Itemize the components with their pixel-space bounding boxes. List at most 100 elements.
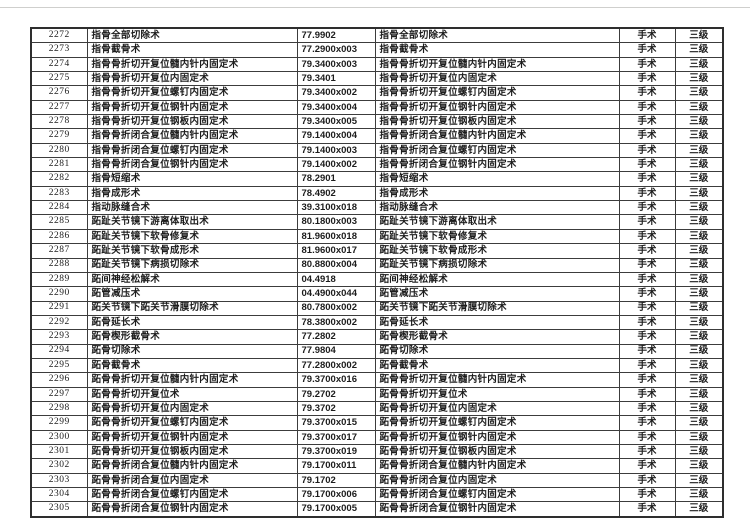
level-cell: 三级 xyxy=(674,343,724,359)
level-cell: 三级 xyxy=(674,171,724,187)
level-cell: 三级 xyxy=(674,114,724,130)
category-cell: 手术 xyxy=(618,128,676,144)
procedure-code-cell: 04.4918 xyxy=(296,271,376,288)
procedure-name-repeat-cell: 指骨骨折切开复位内固定术 xyxy=(374,71,620,87)
procedure-name-cell: 指骨骨折闭合复位髓内针内固定术 xyxy=(86,128,298,144)
procedure-name-cell: 跖骨切除术 xyxy=(86,343,298,359)
row-number-cell: 2304 xyxy=(30,486,88,503)
procedure-code-cell: 79.1400x003 xyxy=(296,142,376,159)
level-cell: 三级 xyxy=(674,486,724,503)
category-cell: 手术 xyxy=(618,314,676,331)
procedure-name-cell: 跖骨骨折闭合复位螺钉内固定术 xyxy=(86,486,298,503)
procedure-code-cell: 78.4902 xyxy=(296,185,376,202)
procedure-name-cell: 跖骨骨折闭合复位髓内针内固定术 xyxy=(86,458,298,474)
table-row: 2281 指骨骨折闭合复位钢针内固定术 79.1400x002 指骨骨折闭合复位钢针内… xyxy=(30,157,724,173)
procedure-name-repeat-cell: 跖趾关节镜下软骨修复术 xyxy=(374,228,620,245)
level-cell: 三级 xyxy=(674,71,724,87)
table-row: 2295 跖骨截骨术 77.2800x002 跖骨截骨术 手术 三级 xyxy=(30,357,724,374)
table-row: 2284 指动脉缝合术 39.3100x018 指动脉缝合术 手术 三级 xyxy=(30,200,724,216)
procedure-code-cell: 81.9600x018 xyxy=(296,228,376,245)
procedure-code-cell: 79.1400x002 xyxy=(296,157,376,173)
row-number-cell: 2302 xyxy=(30,458,88,474)
level-cell: 三级 xyxy=(674,185,724,202)
procedure-code-cell: 79.3400x004 xyxy=(296,99,376,116)
procedure-name-cell: 指骨截骨术 xyxy=(86,42,298,58)
category-cell: 手术 xyxy=(618,27,676,44)
category-cell: 手术 xyxy=(618,472,676,489)
procedure-name-repeat-cell: 指骨骨折切开复位钢针内固定术 xyxy=(374,99,620,116)
category-cell: 手术 xyxy=(618,114,676,130)
procedure-name-repeat-cell: 指骨骨折闭合复位髓内针内固定术 xyxy=(374,128,620,144)
level-cell: 三级 xyxy=(674,85,724,101)
table-row: 2273 指骨截骨术 77.2900x003 指骨截骨术 手术 三级 xyxy=(30,42,724,58)
table-row: 2283 指骨成形术 78.4902 指骨成形术 手术 三级 xyxy=(30,185,724,202)
level-cell: 三级 xyxy=(674,443,724,460)
procedure-code-cell: 79.1700x005 xyxy=(296,501,376,518)
procedure-name-repeat-cell: 跖间神经松解术 xyxy=(374,271,620,288)
procedure-name-cell: 跖趾关节镜下软骨修复术 xyxy=(86,228,298,245)
procedure-name-cell: 跖骨骨折切开复位螺钉内固定术 xyxy=(86,415,298,431)
procedure-code-cell: 77.2800x002 xyxy=(296,357,376,374)
category-cell: 手术 xyxy=(618,443,676,460)
procedure-name-cell: 指骨骨折闭合复位螺钉内固定术 xyxy=(86,142,298,159)
row-number-cell: 2274 xyxy=(30,56,88,73)
row-number-cell: 2296 xyxy=(30,372,88,388)
procedure-name-repeat-cell: 跖骨切除术 xyxy=(374,343,620,359)
row-number-cell: 2294 xyxy=(30,343,88,359)
category-cell: 手术 xyxy=(618,56,676,73)
table-row: 2277 指骨骨折切开复位钢针内固定术 79.3400x004 指骨骨折切开复位钢针内… xyxy=(30,99,724,116)
row-number-cell: 2275 xyxy=(30,71,88,87)
procedure-name-cell: 跖骨骨折切开复位髓内针内固定术 xyxy=(86,372,298,388)
procedure-name-repeat-cell: 跖关节镜下跖关节滑膜切除术 xyxy=(374,300,620,316)
level-cell: 三级 xyxy=(674,157,724,173)
procedure-name-repeat-cell: 指骨骨折闭合复位螺钉内固定术 xyxy=(374,142,620,159)
procedure-name-cell: 指骨全部切除术 xyxy=(86,27,298,44)
procedure-name-repeat-cell: 跖骨骨折切开复位术 xyxy=(374,386,620,402)
procedure-code-cell: 79.3700x017 xyxy=(296,429,376,445)
procedure-name-cell: 跖趾关节镜下软骨成形术 xyxy=(86,243,298,259)
procedure-code-cell: 79.2702 xyxy=(296,386,376,402)
row-number-cell: 2303 xyxy=(30,472,88,489)
procedure-name-repeat-cell: 指骨全部切除术 xyxy=(374,27,620,44)
procedure-name-cell: 跖骨骨折闭合复位内固定术 xyxy=(86,472,298,489)
level-cell: 三级 xyxy=(674,200,724,216)
procedure-code-cell: 79.3700x016 xyxy=(296,372,376,388)
category-cell: 手术 xyxy=(618,372,676,388)
level-cell: 三级 xyxy=(674,271,724,288)
level-cell: 三级 xyxy=(674,142,724,159)
category-cell: 手术 xyxy=(618,185,676,202)
procedure-name-cell: 跖骨骨折切开复位钢板内固定术 xyxy=(86,443,298,460)
category-cell: 手术 xyxy=(618,42,676,58)
procedure-name-repeat-cell: 跖趾关节镜下病损切除术 xyxy=(374,257,620,273)
procedure-code-cell: 79.1702 xyxy=(296,472,376,489)
table-row: 2303 跖骨骨折闭合复位内固定术 79.1702 跖骨骨折闭合复位内固定术 手术 三级 xyxy=(30,472,724,489)
row-number-cell: 2297 xyxy=(30,386,88,402)
procedure-name-repeat-cell: 跖骨骨折切开复位钢针内固定术 xyxy=(374,429,620,445)
row-number-cell: 2288 xyxy=(30,257,88,273)
category-cell: 手术 xyxy=(618,458,676,474)
category-cell: 手术 xyxy=(618,343,676,359)
level-cell: 三级 xyxy=(674,357,724,374)
table-row: 2278 指骨骨折切开复位钢板内固定术 79.3400x005 指骨骨折切开复位钢板内… xyxy=(30,114,724,130)
category-cell: 手术 xyxy=(618,400,676,417)
category-cell: 手术 xyxy=(618,85,676,101)
procedure-name-repeat-cell: 跖趾关节镜下软骨成形术 xyxy=(374,243,620,259)
table-row: 2290 跖管减压术 04.4900x044 跖管减压术 手术 三级 xyxy=(30,286,724,302)
category-cell: 手术 xyxy=(618,286,676,302)
level-cell: 三级 xyxy=(674,386,724,402)
procedure-name-cell: 跖间神经松解术 xyxy=(86,271,298,288)
procedure-name-repeat-cell: 跖管减压术 xyxy=(374,286,620,302)
procedure-code-cell: 78.3800x002 xyxy=(296,314,376,331)
table-row: 2297 跖骨骨折切开复位术 79.2702 跖骨骨折切开复位术 手术 三级 xyxy=(30,386,724,402)
table-row: 2282 指骨短缩术 78.2901 指骨短缩术 手术 三级 xyxy=(30,171,724,187)
row-number-cell: 2272 xyxy=(30,27,88,44)
category-cell: 手术 xyxy=(618,228,676,245)
level-cell: 三级 xyxy=(674,429,724,445)
procedure-name-repeat-cell: 跖骨骨折切开复位螺钉内固定术 xyxy=(374,415,620,431)
table-row: 2286 跖趾关节镜下软骨修复术 81.9600x018 跖趾关节镜下软骨修复术 手术三… xyxy=(30,228,724,245)
procedure-code-cell: 39.3100x018 xyxy=(296,200,376,216)
level-cell: 三级 xyxy=(674,257,724,273)
table-row: 2305 跖骨骨折闭合复位钢针内固定术 79.1700x005 跖骨骨折闭合复位钢针内… xyxy=(30,501,724,518)
table-row: 2275 指骨骨折切开复位内固定术 79.3401 指骨骨折切开复位内固定术 手术 三级 xyxy=(30,71,724,87)
